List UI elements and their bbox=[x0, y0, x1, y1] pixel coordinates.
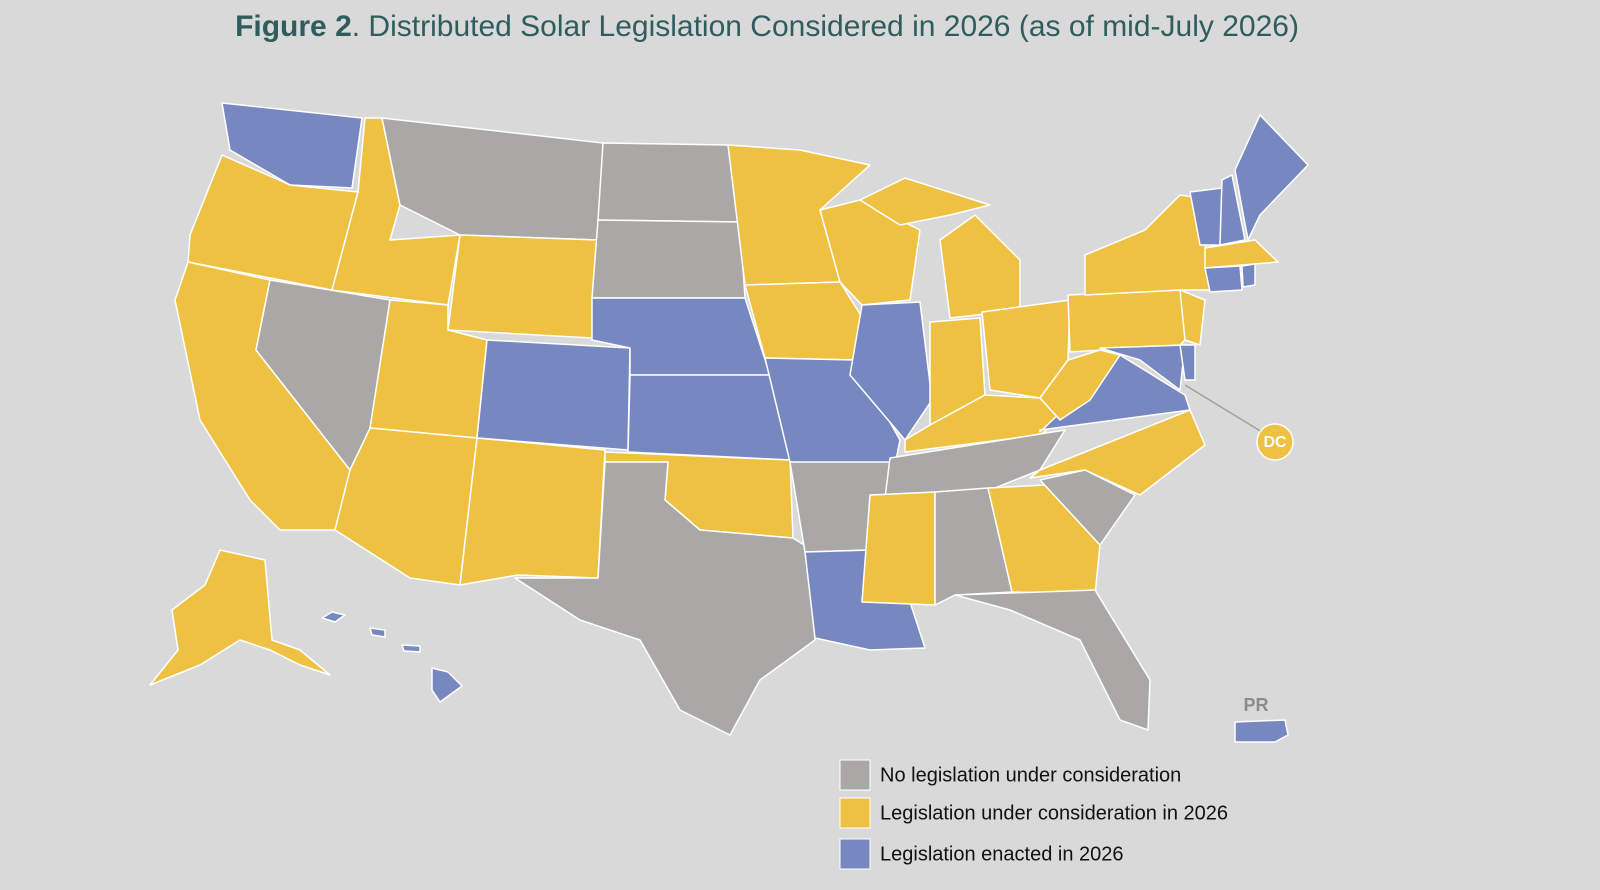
state bbox=[1179, 344, 1196, 381]
state bbox=[1204, 265, 1243, 293]
state bbox=[1204, 239, 1279, 269]
state bbox=[597, 142, 741, 223]
state bbox=[1219, 174, 1246, 246]
state bbox=[447, 234, 599, 339]
legend-label: Legislation enacted in 2026 bbox=[880, 843, 1124, 865]
state bbox=[627, 374, 791, 461]
dc-marker bbox=[1256, 423, 1294, 461]
state bbox=[459, 437, 606, 586]
state bbox=[1241, 263, 1256, 288]
legend: No legislation under consideration Legisl… bbox=[839, 759, 1228, 870]
state bbox=[1039, 349, 1121, 421]
dc-leader bbox=[1184, 384, 1263, 433]
title-text: . Distributed Solar Legislation Consider… bbox=[352, 10, 1299, 43]
state bbox=[149, 549, 331, 686]
state bbox=[849, 301, 933, 441]
legend-label: No legislation under consideration bbox=[880, 764, 1181, 786]
state bbox=[476, 339, 631, 451]
state bbox=[1099, 344, 1186, 391]
state bbox=[954, 589, 1151, 731]
title: Figure 2. Distributed Solar Legislation … bbox=[235, 10, 1299, 43]
state bbox=[884, 429, 1066, 499]
legend-swatch bbox=[839, 759, 871, 791]
state bbox=[1067, 289, 1196, 353]
state bbox=[859, 177, 1021, 319]
state bbox=[1234, 114, 1309, 241]
legend-swatch bbox=[839, 797, 871, 829]
pr-label: PR bbox=[1243, 695, 1268, 715]
states: DC PR bbox=[149, 102, 1309, 743]
state bbox=[1179, 289, 1206, 346]
state bbox=[987, 484, 1101, 596]
state bbox=[591, 219, 746, 299]
figure-label: Figure 2 bbox=[235, 10, 352, 43]
state bbox=[514, 461, 816, 736]
state bbox=[1039, 469, 1136, 546]
legend-label: Legislation under consideration in 2026 bbox=[880, 802, 1228, 824]
state bbox=[221, 102, 363, 189]
state bbox=[861, 491, 936, 606]
state bbox=[321, 611, 463, 703]
dc-label: DC bbox=[1263, 434, 1287, 451]
territory bbox=[1234, 719, 1289, 743]
legend-swatch bbox=[839, 838, 871, 870]
